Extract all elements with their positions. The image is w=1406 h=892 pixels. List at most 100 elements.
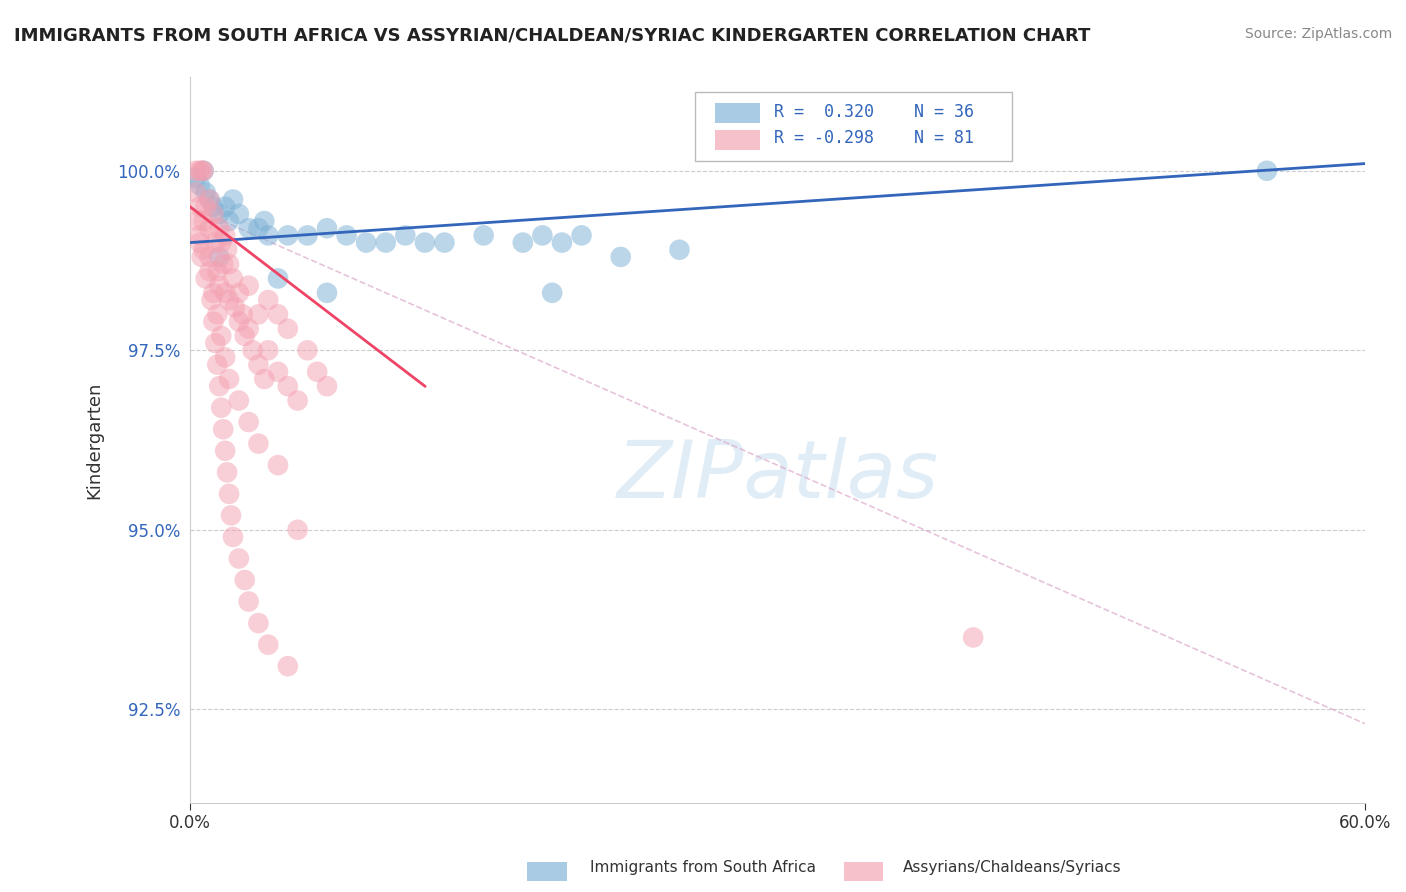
Point: [531, 228, 554, 243]
Point: [200, 293, 222, 307]
Point: [214, 285, 236, 300]
Point: [257, 638, 280, 652]
FancyBboxPatch shape: [716, 103, 759, 123]
Point: [257, 228, 280, 243]
Point: [187, 214, 209, 228]
Point: [193, 163, 215, 178]
Point: [208, 207, 231, 221]
Text: Immigrants from South Africa: Immigrants from South Africa: [591, 861, 815, 875]
Point: [609, 250, 631, 264]
Point: [228, 314, 250, 328]
Point: [209, 329, 232, 343]
Point: [222, 271, 245, 285]
Point: [228, 207, 250, 221]
Point: [253, 372, 276, 386]
Point: [247, 616, 270, 631]
Point: [374, 235, 396, 250]
Point: [1256, 163, 1278, 178]
Point: [204, 235, 226, 250]
Point: [214, 351, 236, 365]
Point: [198, 250, 221, 264]
Point: [233, 573, 256, 587]
Point: [190, 250, 212, 264]
Point: [218, 257, 240, 271]
Point: [188, 235, 211, 250]
Point: [207, 307, 229, 321]
Point: [190, 163, 212, 178]
Point: [277, 228, 299, 243]
Point: [297, 343, 319, 358]
Point: [297, 228, 319, 243]
Point: [668, 243, 690, 257]
Point: [307, 365, 329, 379]
Point: [316, 285, 339, 300]
Point: [207, 264, 229, 278]
Point: [198, 193, 221, 207]
Text: Source: ZipAtlas.com: Source: ZipAtlas.com: [1244, 27, 1392, 41]
Point: [228, 551, 250, 566]
Point: [541, 285, 564, 300]
Point: [394, 228, 416, 243]
Text: ZIPatlas: ZIPatlas: [616, 437, 938, 516]
Point: [238, 278, 260, 293]
Text: Assyrians/Chaldeans/Syriacs: Assyrians/Chaldeans/Syriacs: [903, 861, 1122, 875]
Point: [208, 278, 231, 293]
Point: [217, 243, 239, 257]
Point: [198, 221, 221, 235]
Point: [209, 401, 232, 415]
Point: [224, 300, 246, 314]
Point: [222, 530, 245, 544]
Text: R =  0.320    N = 36: R = 0.320 N = 36: [773, 103, 974, 120]
Point: [198, 264, 221, 278]
Point: [238, 322, 260, 336]
Point: [212, 257, 235, 271]
Point: [316, 379, 339, 393]
Point: [247, 436, 270, 450]
Point: [222, 193, 245, 207]
Point: [238, 594, 260, 608]
Point: [202, 200, 225, 214]
Point: [214, 443, 236, 458]
Point: [208, 379, 231, 393]
Point: [277, 659, 299, 673]
Point: [202, 285, 225, 300]
Point: [571, 228, 593, 243]
Point: [188, 228, 211, 243]
Point: [433, 235, 456, 250]
Point: [413, 235, 436, 250]
Point: [232, 307, 254, 321]
Point: [204, 336, 226, 351]
Point: [267, 271, 290, 285]
Point: [188, 178, 211, 193]
Point: [287, 523, 309, 537]
Point: [228, 285, 250, 300]
Point: [202, 207, 225, 221]
Point: [238, 415, 260, 429]
Point: [208, 250, 231, 264]
Point: [512, 235, 534, 250]
Point: [193, 163, 215, 178]
Point: [354, 235, 377, 250]
Point: [267, 458, 290, 472]
Point: [218, 214, 240, 228]
Point: [247, 221, 270, 235]
Point: [188, 163, 211, 178]
Point: [207, 358, 229, 372]
Point: [287, 393, 309, 408]
Point: [228, 393, 250, 408]
Point: [219, 508, 242, 523]
Point: [277, 322, 299, 336]
Text: R = -0.298    N = 81: R = -0.298 N = 81: [773, 129, 974, 147]
Point: [209, 235, 232, 250]
Point: [202, 314, 225, 328]
Point: [194, 186, 217, 200]
Point: [242, 343, 264, 358]
Point: [214, 228, 236, 243]
Point: [212, 422, 235, 436]
Point: [217, 466, 239, 480]
Point: [551, 235, 574, 250]
Point: [198, 193, 221, 207]
Point: [194, 271, 217, 285]
Point: [316, 221, 339, 235]
Point: [188, 200, 211, 214]
